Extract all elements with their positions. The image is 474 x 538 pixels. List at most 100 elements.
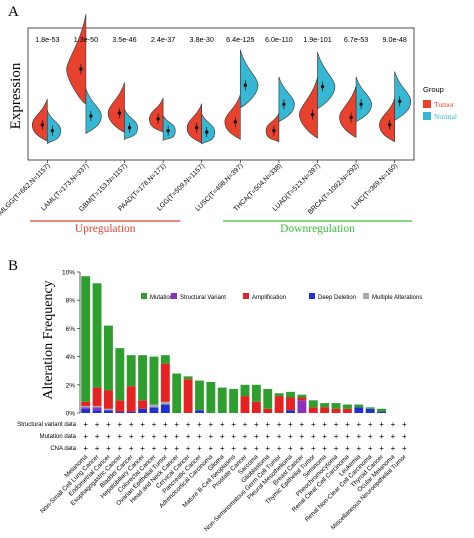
bar-segment	[104, 390, 113, 409]
profile-marker: +	[277, 432, 282, 441]
tumor-violin-half	[224, 94, 241, 140]
profile-marker: +	[83, 432, 88, 441]
bar-segment	[81, 408, 91, 413]
bar-y-axis-label: Alteration Frequency	[41, 280, 56, 399]
normal-violin-half	[124, 109, 138, 141]
bar-segment	[172, 373, 182, 413]
p-value-label: 3.5e-46	[112, 35, 136, 44]
profile-marker: +	[231, 420, 236, 429]
bar-y-tick-label: 4%	[66, 354, 76, 361]
profile-marker: +	[186, 420, 191, 429]
profile-marker: +	[243, 420, 248, 429]
bar-segment	[342, 408, 352, 413]
profile-marker: +	[265, 444, 270, 453]
bar-segment	[263, 408, 273, 413]
profile-marker: +	[220, 420, 225, 429]
bar-y-tick-label: 0%	[66, 411, 76, 418]
legend-entry: Tumor	[434, 100, 455, 109]
profile-marker: +	[140, 432, 145, 441]
profile-marker: +	[83, 420, 88, 429]
profile-marker: +	[345, 432, 350, 441]
bar-segment	[297, 400, 307, 413]
panel-a-label: A	[8, 4, 19, 20]
bar-legend-swatch	[243, 293, 249, 299]
bar-segment	[251, 384, 261, 402]
profile-marker: +	[152, 420, 157, 429]
profile-marker: +	[140, 444, 145, 453]
profile-marker: +	[322, 420, 327, 429]
bar-segment	[81, 407, 91, 409]
profile-marker: +	[402, 444, 407, 453]
profile-marker: +	[277, 444, 282, 453]
profile-marker: +	[197, 432, 202, 441]
normal-mean-point	[50, 128, 54, 133]
profile-marker: +	[140, 420, 145, 429]
bar-segment	[354, 404, 364, 408]
bar-y-tick-label: 2%	[66, 382, 76, 389]
alteration-bar-chart: 0% 2% 4% 6% 8% 10% Mutation Structural Variant A…	[17, 270, 422, 533]
p-value-label: 3.8e-30	[190, 35, 214, 44]
profile-marker: +	[243, 444, 248, 453]
profile-marker: +	[334, 420, 339, 429]
p-value-label: 1.9e-101	[303, 35, 331, 44]
normal-mean-point	[282, 102, 286, 106]
bar-segment	[115, 400, 125, 412]
normal-mean-point	[89, 114, 93, 118]
tumor-mean-point	[79, 67, 83, 71]
profile-marker: +	[391, 444, 396, 453]
profile-marker: +	[402, 432, 407, 441]
profile-marker: +	[300, 432, 305, 441]
profile-marker: +	[197, 420, 202, 429]
bar-segment	[308, 407, 318, 413]
bar-segment	[377, 408, 386, 412]
bar-segment	[263, 389, 273, 409]
profile-marker: +	[152, 444, 157, 453]
tumor-mean-point	[117, 111, 122, 115]
bar-segment	[365, 408, 375, 413]
bar-segment	[92, 405, 102, 408]
tumor-mean-point	[233, 120, 237, 124]
profile-marker: +	[174, 432, 179, 441]
profile-marker: +	[186, 444, 191, 453]
profile-row-label: Mutation data	[40, 434, 77, 440]
tumor-violin-half	[186, 103, 202, 144]
profile-marker: +	[391, 420, 396, 429]
profile-marker: +	[231, 444, 236, 453]
profile-marker: +	[220, 444, 225, 453]
profile-marker: +	[95, 444, 100, 453]
tumor-violin-half	[379, 98, 395, 143]
bar-segment	[217, 387, 227, 413]
profile-marker: +	[209, 444, 214, 453]
p-value-label: 9.0e-48	[383, 35, 407, 44]
normal-violin-half	[162, 115, 176, 142]
tumor-violin-half	[149, 97, 164, 133]
normal-violin-half	[201, 113, 216, 145]
bar-segment	[320, 403, 330, 408]
bar-segment	[331, 403, 341, 409]
profile-marker: +	[83, 444, 88, 453]
bar-segment	[286, 410, 295, 413]
violin-chart: 1.8e-53GBMLGG(T=662,N=1157)1.3e-50LAML(T…	[0, 14, 457, 235]
profile-marker: +	[322, 432, 327, 441]
bar-legend-entry: Multiple Alterations	[372, 295, 422, 301]
profile-marker: +	[379, 420, 384, 429]
profile-marker: +	[117, 420, 122, 429]
profile-marker: +	[174, 444, 179, 453]
profile-marker: +	[254, 432, 259, 441]
normal-violin-half	[278, 76, 295, 123]
profile-marker: +	[254, 420, 259, 429]
bar-legend-entry: Mutation	[150, 295, 173, 301]
profile-marker: +	[129, 444, 134, 453]
bar-segment	[138, 408, 148, 413]
profile-marker: +	[368, 432, 373, 441]
tumor-mean-point	[40, 123, 44, 127]
p-value-label: 1.3e-50	[74, 35, 98, 44]
bar-segment	[195, 380, 204, 411]
bar-segment	[286, 397, 295, 411]
tumor-mean-point	[388, 123, 392, 127]
bar-segment	[81, 405, 91, 408]
bar-legend-swatch	[363, 293, 369, 299]
legend-swatch	[423, 112, 431, 120]
profile-marker: +	[106, 444, 111, 453]
